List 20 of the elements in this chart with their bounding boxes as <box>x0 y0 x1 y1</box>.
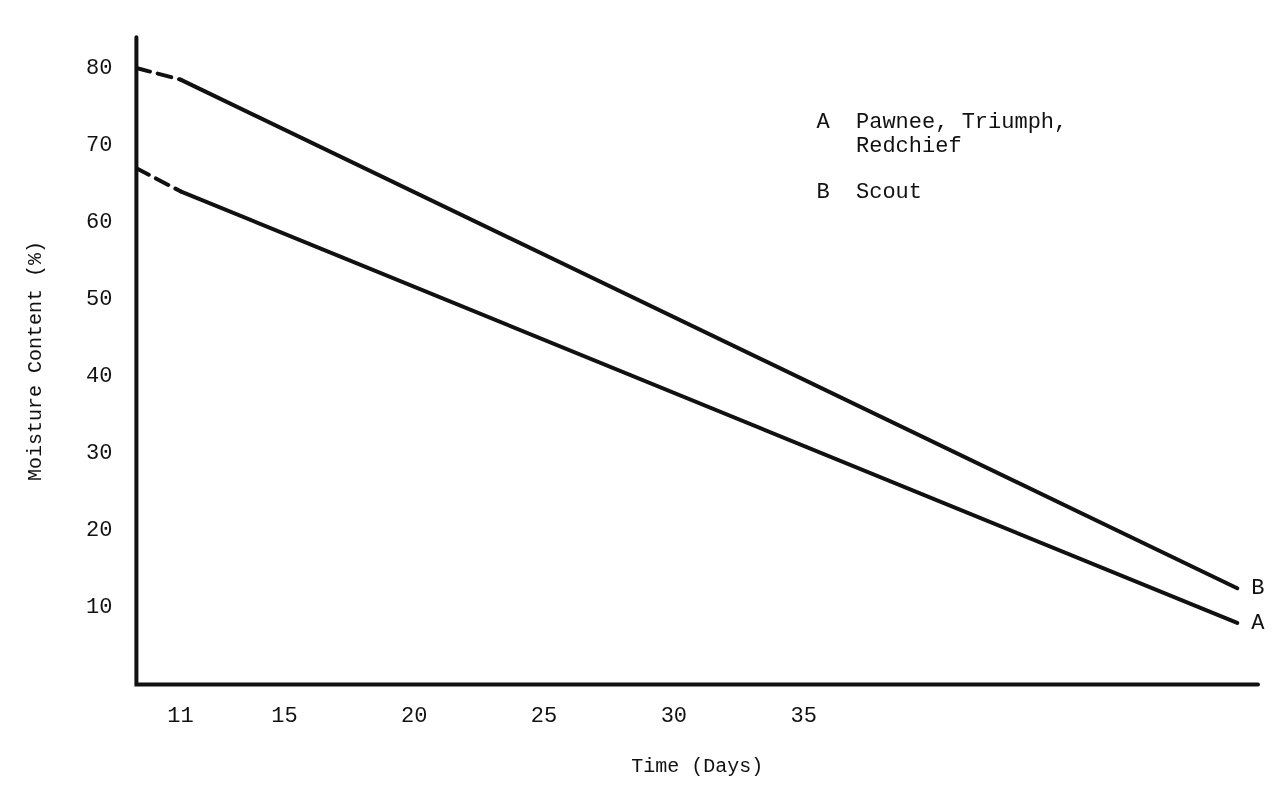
x-tick-label: 15 <box>271 703 298 729</box>
y-tick-label: 20 <box>86 518 113 544</box>
x-tick-label: 11 <box>167 703 194 729</box>
x-axis-title: Time (Days) <box>631 755 764 779</box>
y-axis-title: Moisture Content (%) <box>24 240 48 481</box>
series-label: B <box>1251 576 1265 602</box>
x-tick-label: 20 <box>401 703 428 729</box>
y-tick-label: 80 <box>86 55 113 81</box>
series-label: A <box>1251 610 1266 636</box>
y-tick-label: 30 <box>86 441 113 467</box>
x-tick-label: 30 <box>660 703 688 729</box>
y-tick-label: 40 <box>86 364 113 390</box>
annotation: B Scout <box>816 180 923 206</box>
x-tick-label: 35 <box>790 703 817 729</box>
y-tick-label: 60 <box>86 210 113 235</box>
x-tick-label: 25 <box>530 703 558 729</box>
y-tick-label: 10 <box>86 595 113 621</box>
y-tick-label: 70 <box>86 132 113 158</box>
annotation: A Pawnee, Triumph, Redchief <box>816 110 1068 160</box>
y-tick-label: 50 <box>86 287 113 313</box>
